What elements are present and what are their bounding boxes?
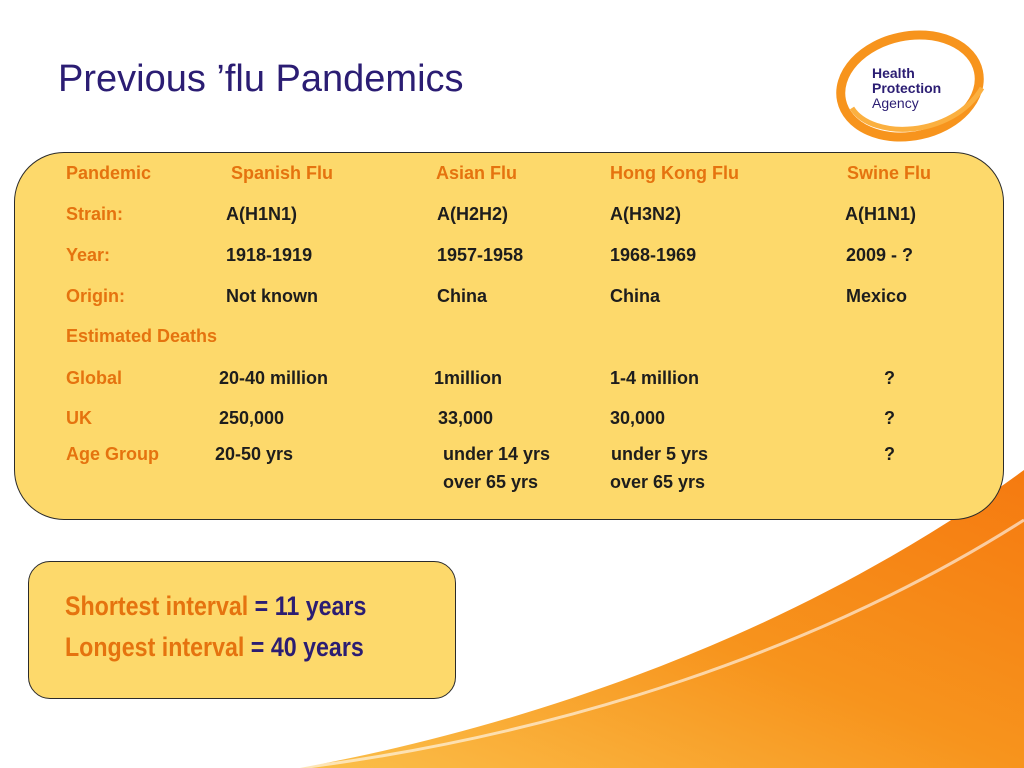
estimated-deaths-heading: Estimated Deaths: [66, 326, 218, 346]
shortest-interval-line: Shortest interval = 11 years: [65, 591, 366, 622]
logo-line-agency: Agency: [872, 95, 919, 111]
strain-asian: A(H2H2): [437, 204, 509, 224]
shortest-interval-value: = 11 years: [248, 591, 367, 621]
header-spanish-flu: Spanish Flu: [231, 163, 334, 183]
origin-label: Origin:: [66, 286, 125, 306]
health-protection-agency-logo: [836, 30, 985, 142]
year-hong-kong: 1968-1969: [610, 245, 697, 265]
uk-swine: ?: [884, 408, 895, 428]
uk-spanish: 250,000: [219, 408, 285, 428]
year-asian: 1957-1958: [437, 245, 524, 265]
header-pandemic-label: Pandemic: [66, 163, 152, 183]
header-hong-kong-flu: Hong Kong Flu: [610, 163, 739, 183]
global-hong-kong: 1-4 million: [610, 368, 700, 388]
origin-spanish: Not known: [226, 286, 318, 306]
page-title: Previous ’flu Pandemics: [58, 58, 464, 100]
age-group-spanish: 20-50 yrs: [215, 444, 294, 464]
strain-label: Strain:: [66, 204, 124, 224]
logo-line-health: Health: [872, 65, 915, 81]
global-asian: 1million: [434, 368, 503, 388]
year-label: Year:: [66, 245, 111, 265]
longest-interval-value: = 40 years: [244, 632, 364, 662]
strain-swine: A(H1N1): [845, 204, 917, 224]
header-swine-flu: Swine Flu: [847, 163, 932, 183]
global-label: Global: [66, 368, 123, 388]
age-group-label: Age Group: [66, 444, 159, 464]
pandemic-table-panel: [14, 152, 1004, 520]
logo-text: Health Protection Agency: [872, 66, 941, 111]
logo-line-protection: Protection: [872, 80, 942, 96]
global-swine: ?: [884, 368, 895, 388]
shortest-interval-label: Shortest interval: [65, 591, 249, 621]
uk-label: UK: [66, 408, 92, 428]
interval-summary-panel: [28, 561, 456, 699]
global-spanish: 20-40 million: [219, 368, 329, 388]
origin-hong-kong: China: [610, 286, 661, 306]
uk-asian: 33,000: [438, 408, 494, 428]
age-group-asian-line2: over 65 yrs: [443, 472, 539, 492]
age-group-asian: under 14 yrs: [443, 444, 551, 464]
strain-hong-kong: A(H3N2): [610, 204, 682, 224]
age-group-hong-kong: under 5 yrs: [611, 444, 709, 464]
longest-interval-line: Longest interval = 40 years: [65, 632, 364, 663]
age-group-hong-kong-line2: over 65 yrs: [610, 472, 706, 492]
origin-swine: Mexico: [846, 286, 908, 306]
header-asian-flu: Asian Flu: [436, 163, 518, 183]
age-group-swine: ?: [884, 444, 895, 464]
uk-hong-kong: 30,000: [610, 408, 666, 428]
year-swine: 2009 - ?: [846, 245, 914, 265]
year-spanish: 1918-1919: [226, 245, 313, 265]
longest-interval-label: Longest interval: [65, 632, 245, 662]
origin-asian: China: [437, 286, 488, 306]
strain-spanish: A(H1N1): [226, 204, 298, 224]
